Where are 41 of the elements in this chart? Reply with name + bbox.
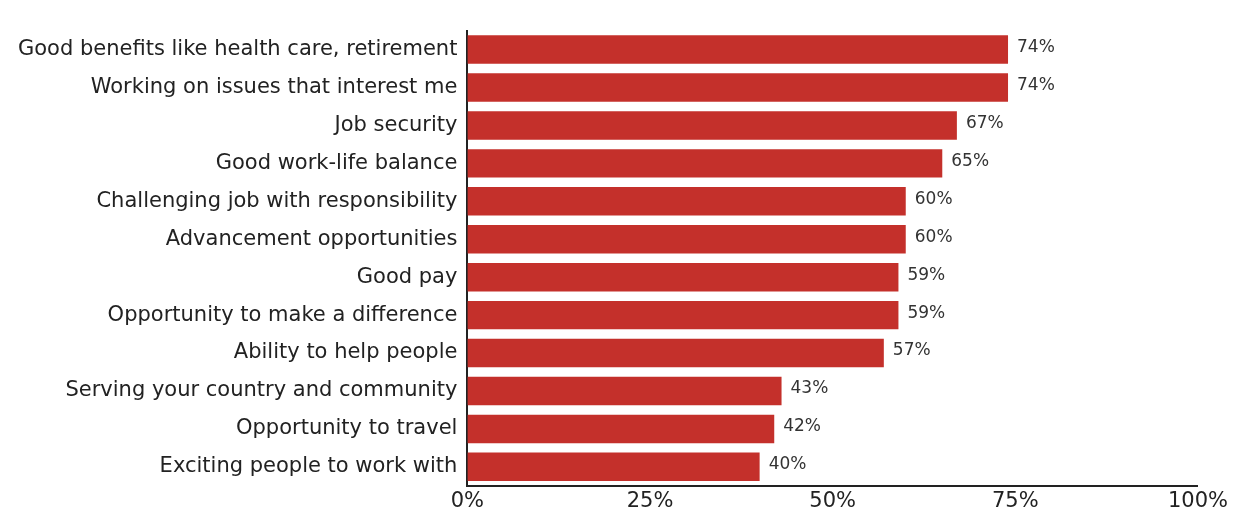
bar — [467, 149, 943, 178]
data-label: 74% — [1017, 73, 1055, 94]
bar — [467, 452, 760, 482]
y-tick-label: Good pay — [356, 263, 458, 288]
y-tick-label: Exciting people to work with — [159, 453, 458, 478]
data-label: 40% — [768, 453, 807, 474]
data-label: 74% — [1017, 35, 1055, 56]
bar — [467, 187, 906, 216]
bar — [467, 73, 1009, 102]
x-tick-label: 0% — [450, 487, 485, 512]
bar — [467, 35, 1009, 64]
bar — [467, 225, 906, 254]
y-tick-label: Good work-life balance — [215, 149, 458, 174]
y-tick-label: Good benefits like health care, retirement — [18, 36, 458, 61]
data-label: 59% — [907, 263, 946, 284]
data-label: 67% — [965, 111, 1004, 132]
bar — [467, 338, 884, 368]
y-tick-label: Serving your country and community — [65, 377, 458, 402]
x-tick-label: 50% — [809, 487, 857, 512]
data-label: 57% — [892, 339, 931, 360]
y-tick-label: Challenging job with responsibility — [96, 187, 458, 212]
bar — [467, 300, 899, 330]
x-tick-label: 75% — [991, 487, 1039, 512]
data-label: 43% — [790, 377, 829, 398]
y-tick-label: Working on issues that interest me — [90, 73, 458, 98]
data-label: 60% — [914, 225, 953, 246]
y-tick-label: Opportunity to travel — [236, 415, 458, 440]
bar — [467, 414, 775, 444]
bar — [467, 376, 782, 406]
data-label: 42% — [783, 415, 822, 436]
y-tick-label: Advancement opportunities — [165, 225, 458, 250]
bar — [467, 262, 899, 292]
x-tick-label: 25% — [626, 487, 674, 512]
data-label: 59% — [907, 301, 946, 322]
data-label: 65% — [951, 149, 990, 170]
y-tick-label: Ability to help people — [233, 339, 458, 364]
y-tick-label: Opportunity to make a difference — [107, 301, 458, 326]
y-tick-label: Job security — [332, 111, 458, 136]
bar — [467, 111, 957, 140]
x-tick-label: 100% — [1167, 487, 1229, 512]
data-label: 60% — [914, 187, 953, 208]
